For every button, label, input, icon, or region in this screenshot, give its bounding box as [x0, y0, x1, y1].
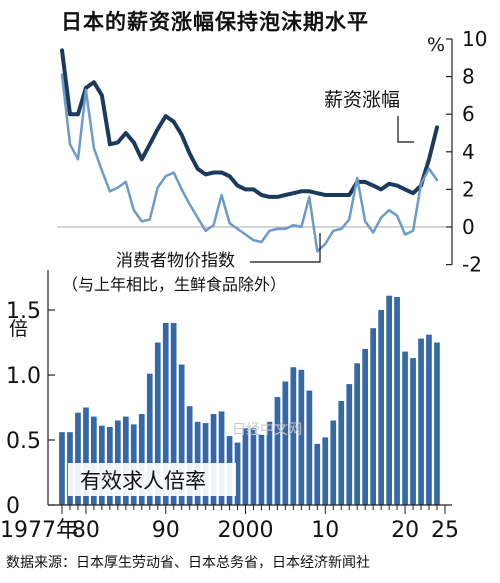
bar-2006 [290, 367, 297, 505]
bar-series-label: 有效求人倍率 [80, 469, 206, 493]
bar-2008 [306, 390, 313, 505]
line-y-tick-label: 10 [462, 27, 487, 51]
bar-1977 [59, 432, 65, 505]
bar-2017 [378, 310, 384, 505]
bar-x-tick-label: 10 [311, 518, 339, 543]
bar-2004 [274, 397, 281, 505]
bar-2001 [250, 428, 257, 505]
bar-2020 [402, 351, 408, 505]
wage-label-leader [397, 116, 414, 143]
line-y-tick-label: 0 [462, 215, 475, 239]
bar-2019 [394, 297, 400, 505]
bar-1980 [83, 407, 89, 505]
bar-1993 [186, 406, 193, 505]
bar-2018 [386, 295, 392, 505]
bar-1996 [210, 414, 217, 505]
bar-2022 [418, 338, 424, 505]
bar-y-tick-label: 1.5 [6, 299, 41, 324]
bar-y-unit: 倍 [9, 318, 28, 340]
bar-1992 [178, 364, 185, 505]
bar-y-tick-label: 1.0 [6, 364, 41, 389]
bar-1984 [115, 420, 121, 505]
line-y-tick-label: 2 [462, 177, 475, 201]
bar-1999 [234, 442, 241, 505]
bar-1991 [170, 323, 177, 505]
cpi-label-leader [250, 233, 321, 263]
line-y-tick-label: 4 [462, 140, 475, 164]
bar-x-tick-label: 90 [152, 518, 180, 543]
bar-1979 [75, 412, 81, 505]
bar-1989 [154, 342, 161, 505]
bar-1988 [146, 373, 153, 505]
bar-2014 [354, 363, 360, 505]
bar-2012 [338, 401, 345, 505]
wage-growth-line [60, 48, 439, 199]
line-y-tick-label: -2 [462, 253, 482, 277]
bar-2000 [242, 428, 249, 505]
watermark: 日经中文网 [232, 422, 302, 438]
bar-1987 [138, 414, 145, 505]
bar-2009 [314, 443, 321, 505]
bar-2016 [370, 328, 376, 505]
bar-label-box [68, 463, 236, 496]
bar-1981 [91, 416, 97, 505]
bar-2011 [330, 420, 337, 505]
wage-series-label: 薪资涨幅 [324, 89, 400, 111]
bar-x-tick-label: 80 [72, 518, 100, 543]
bar-2021 [410, 358, 416, 505]
chart-title: 日本的薪资涨幅保持泡沫期水平 [61, 10, 369, 34]
line-y-unit: % [427, 34, 445, 56]
bar-x-tick-label: 25 [431, 518, 459, 543]
cpi-line [60, 73, 439, 253]
cpi-series-note: （与上年相比，生鲜食品除外） [62, 275, 286, 294]
bar-y-tick-label: 0 [6, 494, 20, 519]
source-note: 数据来源：日本厚生劳动省、日本总务省，日本经济新闻社 [6, 555, 370, 571]
bar-2024 [434, 342, 440, 505]
line-y-tick-label: 6 [462, 102, 475, 126]
bar-y-tick-label: 0.5 [6, 429, 41, 454]
bar-2003 [266, 421, 273, 505]
bar-2007 [298, 369, 305, 505]
bar-1985 [123, 416, 129, 505]
bar-x-tick-label: 1977年 [0, 518, 78, 543]
bar-2023 [426, 334, 432, 505]
bar-1990 [162, 323, 169, 505]
bar-2013 [346, 384, 353, 505]
bar-x-tick-label: 2000 [218, 518, 274, 543]
bar-2010 [322, 437, 329, 505]
cpi-series-label: 消费者物价指数 [116, 251, 235, 271]
bar-1997 [218, 411, 225, 505]
bar-2002 [258, 434, 265, 505]
bar-2015 [362, 349, 368, 505]
line-y-tick-label: 8 [462, 65, 475, 89]
bar-x-tick-label: 20 [391, 518, 419, 543]
bar-2005 [282, 381, 289, 505]
